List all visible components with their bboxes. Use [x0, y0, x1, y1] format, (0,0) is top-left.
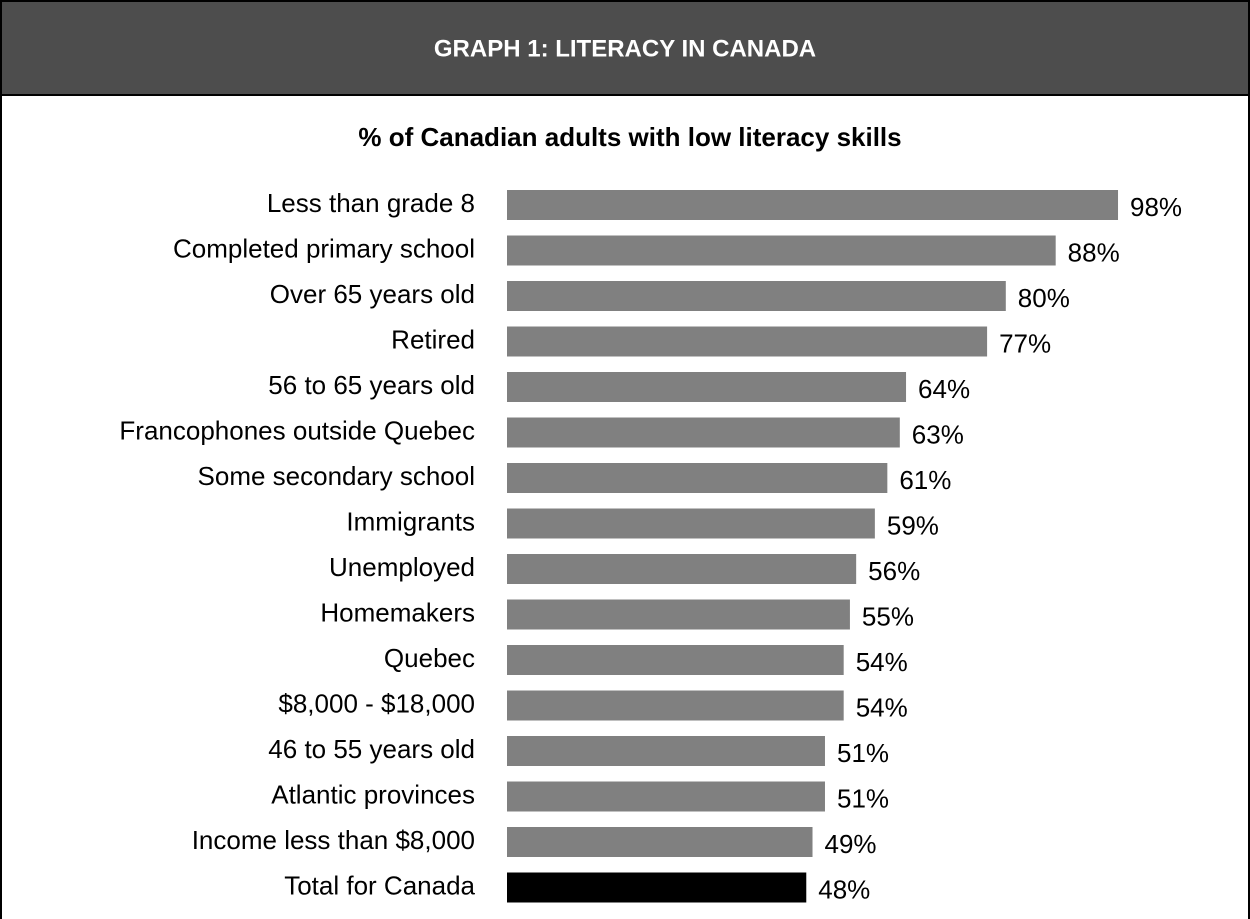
bar — [507, 326, 988, 357]
category-label: Total for Canada — [284, 870, 475, 900]
category-label: Homemakers — [320, 597, 475, 627]
value-label: 51% — [837, 738, 889, 768]
category-label: Income less than $8,000 — [192, 825, 475, 855]
header-band — [0, 0, 1250, 96]
bar — [507, 281, 1006, 311]
value-label: 54% — [856, 692, 908, 722]
bar — [507, 736, 825, 766]
value-label: 51% — [837, 783, 889, 813]
category-label: $8,000 - $18,000 — [278, 688, 475, 718]
bar — [507, 417, 900, 448]
value-label: 49% — [825, 829, 877, 859]
category-label: Francophones outside Quebec — [119, 415, 475, 445]
value-label: 80% — [1018, 283, 1070, 313]
value-label: 56% — [868, 556, 920, 586]
value-label: 54% — [856, 647, 908, 677]
category-label: Immigrants — [346, 506, 475, 536]
bar — [507, 690, 844, 721]
value-label: 77% — [999, 328, 1051, 358]
value-label: 59% — [887, 510, 939, 540]
category-label: Less than grade 8 — [267, 188, 475, 218]
category-label: Some secondary school — [198, 461, 475, 491]
value-label: 64% — [918, 374, 970, 404]
bar — [507, 508, 875, 539]
header: GRAPH 1: LITERACY IN CANADA — [434, 35, 816, 62]
category-label: Retired — [391, 324, 475, 354]
chart-title: % of Canadian adults with low literacy s… — [358, 122, 901, 152]
bar — [507, 599, 850, 630]
bar — [507, 235, 1056, 266]
category-label: 56 to 65 years old — [268, 370, 475, 400]
bar — [507, 554, 857, 584]
bar — [507, 872, 807, 903]
category-label: Atlantic provinces — [271, 779, 475, 809]
value-label: 61% — [899, 465, 951, 495]
bar — [507, 781, 825, 812]
bar — [507, 190, 1119, 220]
value-label: 98% — [1130, 192, 1182, 222]
category-label: Completed primary school — [173, 233, 475, 263]
bar — [507, 827, 813, 857]
value-label: 48% — [818, 874, 870, 904]
category-label: Quebec — [384, 643, 475, 673]
category-label: 46 to 55 years old — [268, 734, 475, 764]
bar — [507, 372, 907, 402]
bar — [507, 645, 844, 675]
category-label: Over 65 years old — [270, 279, 475, 309]
value-label: 55% — [862, 601, 914, 631]
bar — [507, 463, 888, 493]
value-label: 63% — [912, 419, 964, 449]
value-label: 88% — [1068, 237, 1120, 267]
category-label: Unemployed — [329, 552, 475, 582]
